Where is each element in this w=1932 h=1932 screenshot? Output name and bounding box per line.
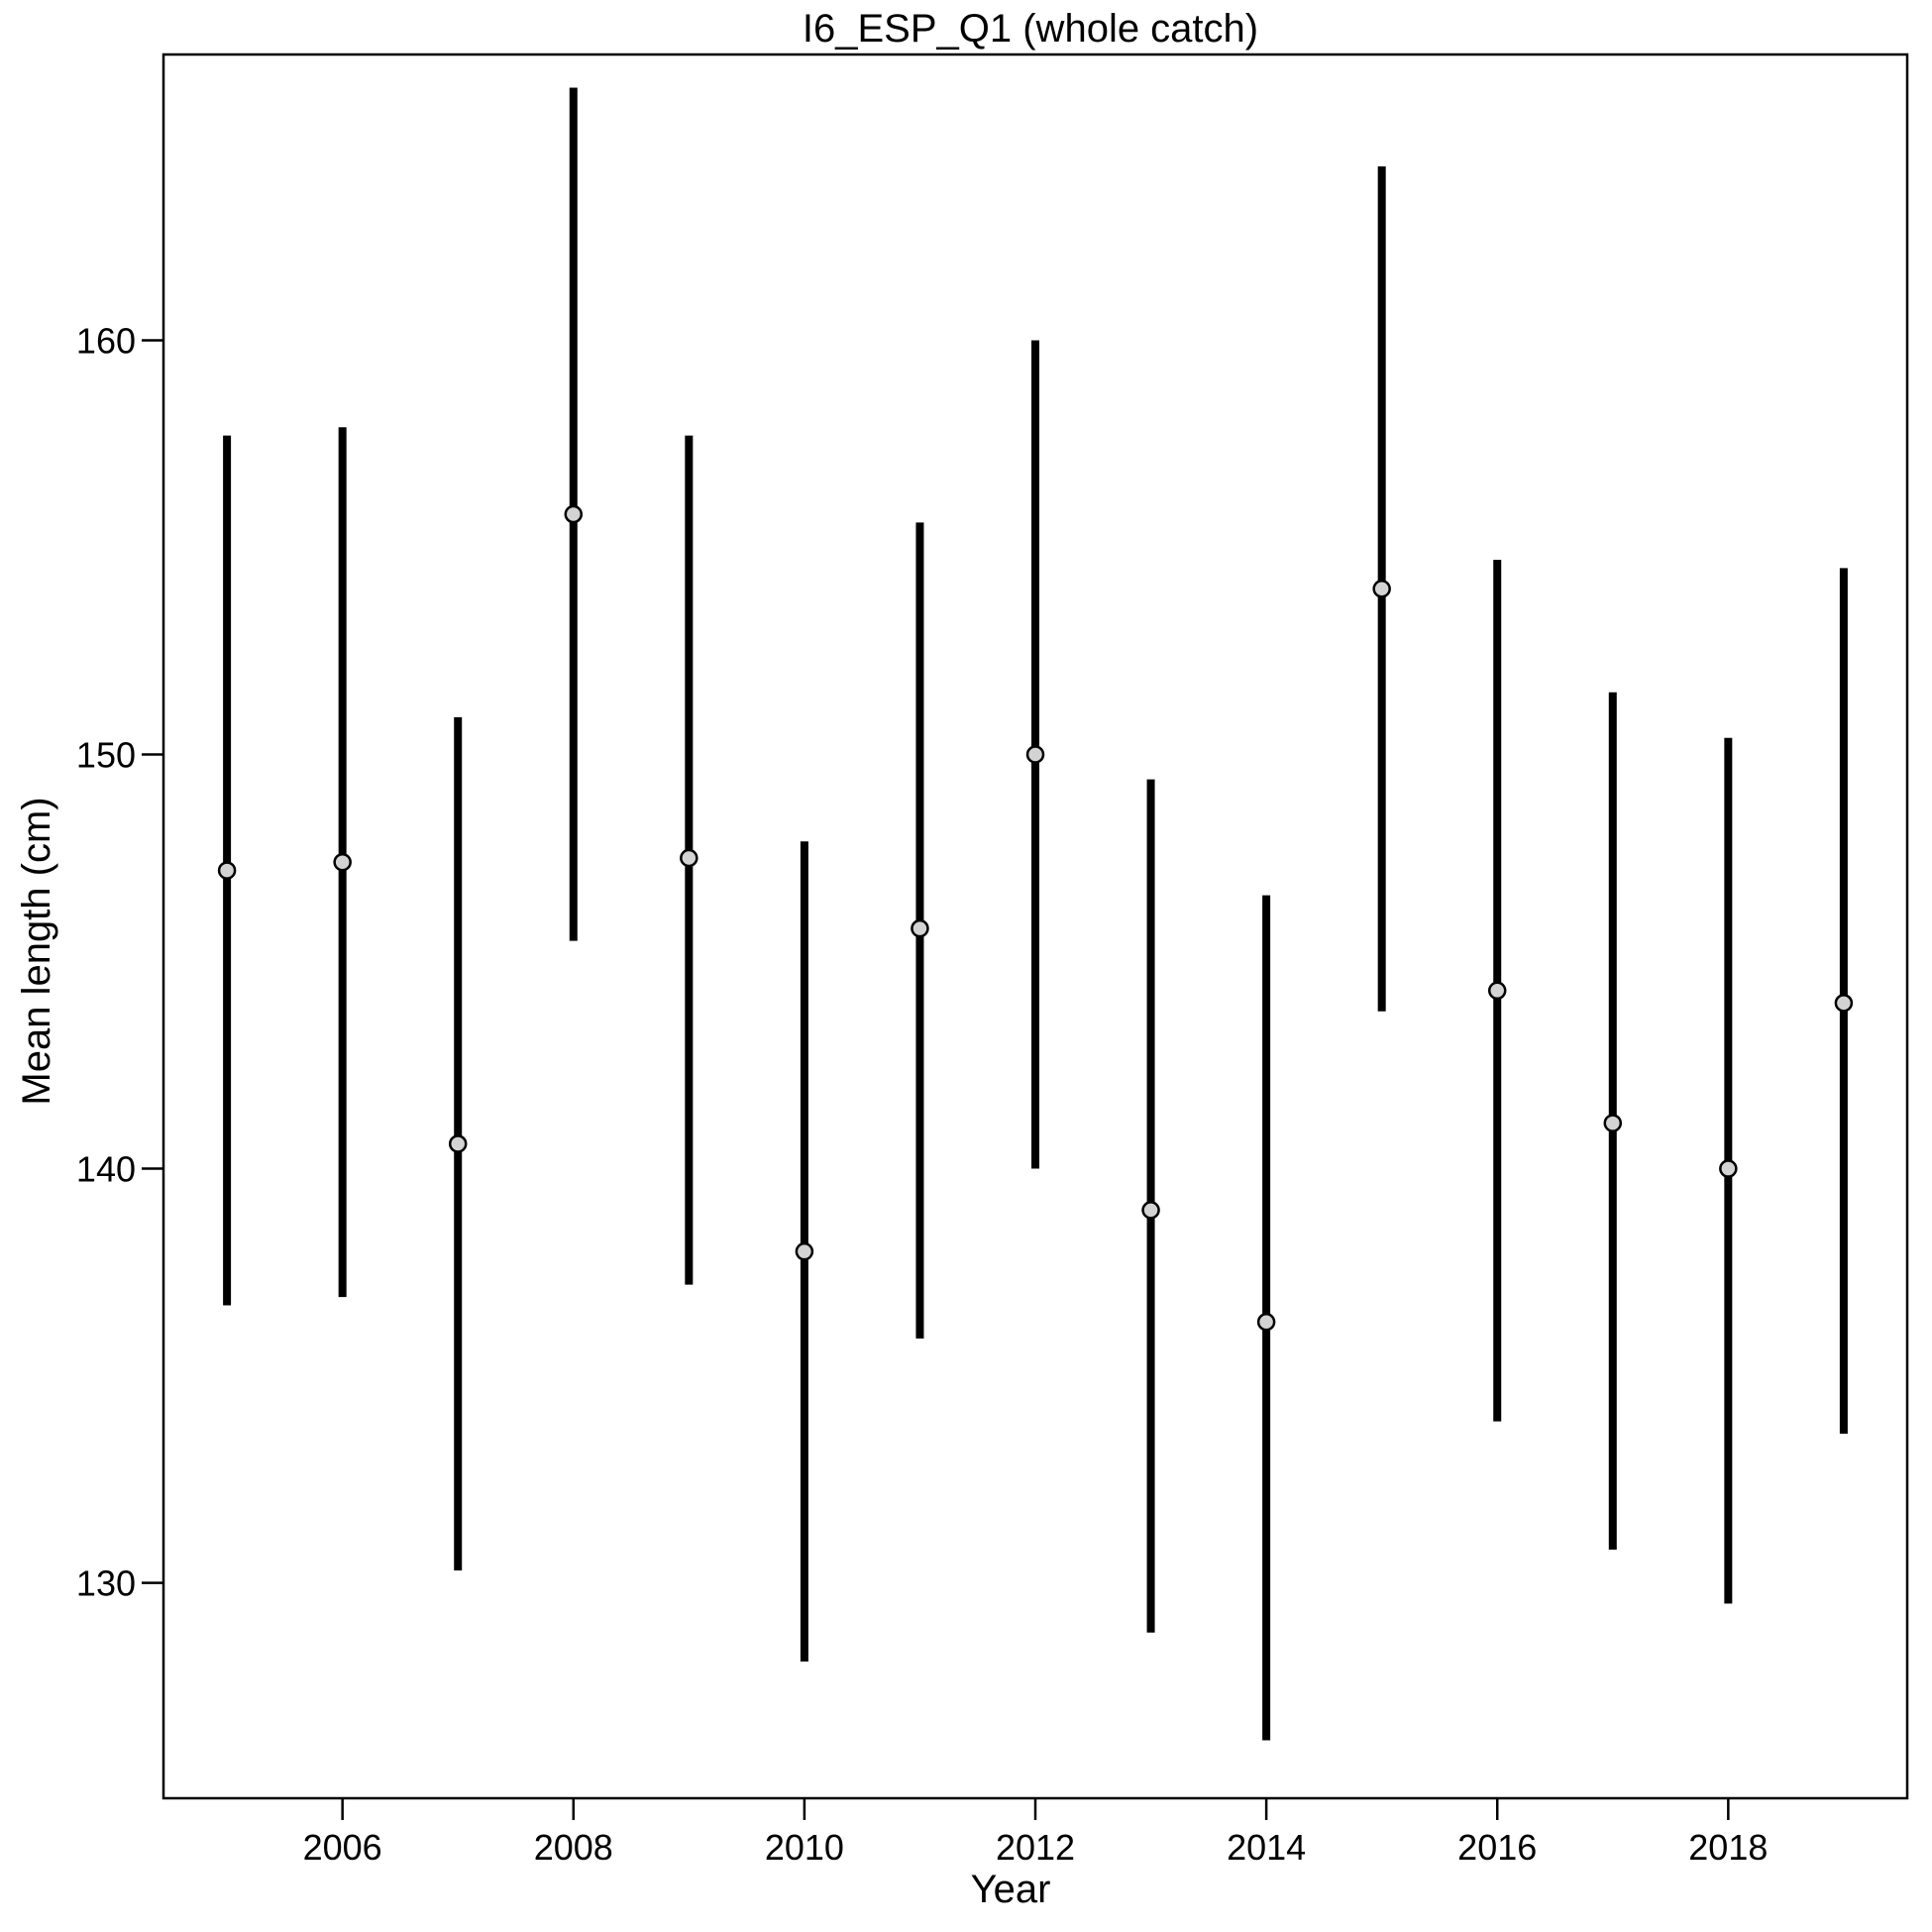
data-point <box>1719 1159 1738 1178</box>
x-tick-label: 2018 <box>1688 1827 1768 1868</box>
data-point <box>333 852 352 872</box>
x-axis: 2006 2008 2010 2012 2014 2016 2018 <box>303 1798 1768 1868</box>
chart-title: I6_ESP_Q1 (whole catch) <box>803 7 1258 51</box>
data-point <box>1834 994 1854 1013</box>
data-points <box>217 504 1854 1332</box>
data-point <box>795 1241 814 1261</box>
y-axis-label: Mean length (cm) <box>15 797 58 1105</box>
x-tick-label: 2010 <box>765 1827 844 1868</box>
x-tick-label: 2006 <box>303 1827 382 1868</box>
data-point <box>217 861 237 880</box>
data-point <box>448 1134 468 1153</box>
y-tick-label: 130 <box>76 1563 136 1604</box>
data-point <box>680 848 698 868</box>
data-point <box>1487 981 1507 1001</box>
y-tick-label: 160 <box>76 320 136 361</box>
data-point <box>1256 1312 1276 1332</box>
data-point <box>1025 745 1045 764</box>
data-point <box>1372 580 1391 598</box>
x-tick-label: 2014 <box>1227 1827 1306 1868</box>
data-point <box>564 504 584 524</box>
x-tick-label: 2016 <box>1457 1827 1537 1868</box>
x-axis-label: Year <box>971 1868 1051 1911</box>
data-point <box>911 918 929 938</box>
data-point <box>1603 1114 1623 1132</box>
y-tick-label: 140 <box>76 1149 136 1190</box>
x-tick-label: 2012 <box>996 1827 1075 1868</box>
y-tick-label: 150 <box>76 735 136 776</box>
y-axis: 130 140 150 160 <box>76 320 163 1604</box>
error-bars <box>223 87 1848 1741</box>
data-point <box>1141 1201 1160 1220</box>
x-tick-label: 2008 <box>534 1827 613 1868</box>
